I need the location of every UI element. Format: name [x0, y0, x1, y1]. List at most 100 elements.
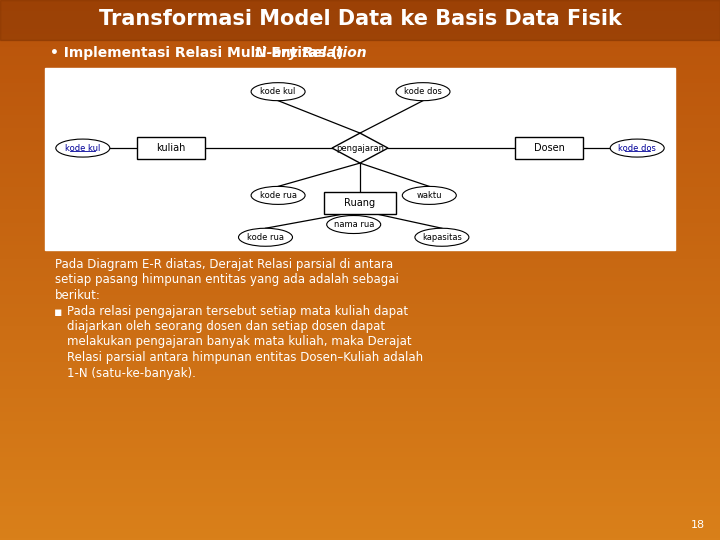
Bar [0, 354, 720, 360]
Text: kode kul: kode kul [261, 87, 296, 96]
Bar [0, 35, 720, 40]
Bar [0, 282, 720, 288]
Bar [0, 359, 720, 364]
Bar [0, 44, 720, 50]
Bar [0, 71, 720, 77]
Bar [0, 224, 720, 230]
Bar [0, 440, 720, 445]
Ellipse shape [415, 228, 469, 246]
Bar [0, 255, 720, 261]
Bar [0, 147, 720, 153]
Bar [0, 319, 720, 324]
Text: setiap pasang himpunan entitas yang ada adalah sebagai: setiap pasang himpunan entitas yang ada … [55, 273, 399, 287]
Ellipse shape [251, 186, 305, 205]
Bar [0, 296, 720, 301]
Bar [0, 368, 720, 374]
Bar [0, 152, 720, 158]
Bar [0, 454, 720, 459]
Text: 1-N (satu-ke-banyak).: 1-N (satu-ke-banyak). [67, 367, 196, 380]
Bar [0, 278, 720, 284]
Text: kode rua: kode rua [247, 233, 284, 242]
Bar [0, 287, 720, 293]
Text: ): ) [337, 46, 343, 60]
Bar [0, 197, 720, 202]
Bar [0, 300, 720, 306]
Bar [0, 400, 720, 405]
Bar [0, 260, 720, 266]
Bar [0, 84, 720, 90]
Bar [0, 512, 720, 517]
Bar [0, 265, 720, 270]
Bar [0, 116, 720, 122]
Bar [0, 404, 720, 409]
Bar [0, 530, 720, 536]
Bar [0, 444, 720, 450]
Text: diajarkan oleh seorang dosen dan setiap dosen dapat: diajarkan oleh seorang dosen dan setiap … [67, 320, 385, 333]
Text: kode dos: kode dos [618, 144, 656, 153]
Bar [0, 0, 720, 4]
Text: kapasitas: kapasitas [422, 233, 462, 242]
Bar [0, 107, 720, 112]
Text: kuliah: kuliah [156, 143, 186, 153]
Bar [0, 93, 720, 99]
Bar [0, 179, 720, 185]
Bar [0, 427, 720, 432]
Bar [0, 161, 720, 166]
Text: N-ary Relation: N-ary Relation [256, 46, 367, 60]
Bar [0, 49, 720, 54]
Bar [0, 381, 720, 387]
Bar [0, 341, 720, 347]
Text: • Implementasi Relasi Multi Entitas (: • Implementasi Relasi Multi Entitas ( [50, 46, 338, 60]
Text: waktu: waktu [417, 191, 442, 200]
Bar [0, 201, 720, 207]
Bar [0, 363, 720, 369]
Bar [0, 134, 720, 139]
Bar [0, 188, 720, 193]
Bar [0, 503, 720, 509]
Bar [0, 12, 720, 18]
Bar [0, 273, 720, 279]
Bar [0, 233, 720, 239]
Bar [0, 26, 720, 31]
Text: Ruang: Ruang [344, 198, 376, 208]
Ellipse shape [402, 186, 456, 205]
Bar [0, 206, 720, 212]
Bar [0, 165, 720, 171]
Bar [0, 125, 720, 131]
Text: berikut:: berikut: [55, 289, 101, 302]
Bar [0, 269, 720, 274]
Bar [0, 157, 720, 162]
Text: kode dos: kode dos [404, 87, 442, 96]
Bar [0, 377, 720, 382]
Bar [0, 395, 720, 401]
Bar [0, 103, 720, 108]
Bar [0, 22, 720, 27]
Bar [0, 314, 720, 320]
Text: kode rua: kode rua [260, 191, 297, 200]
Bar [0, 138, 720, 144]
Bar [0, 521, 720, 526]
Bar [0, 184, 720, 189]
Bar [0, 80, 720, 85]
Bar [0, 413, 720, 418]
Bar [137, 137, 205, 159]
Bar [0, 467, 720, 472]
Text: nama rua: nama rua [333, 220, 374, 229]
Text: melakukan pengajaran banyak mata kuliah, maka Derajat: melakukan pengajaran banyak mata kuliah,… [67, 335, 412, 348]
Bar [0, 228, 720, 234]
Bar [0, 89, 720, 94]
Bar [0, 350, 720, 355]
Bar [0, 327, 720, 333]
Bar [0, 211, 720, 216]
Bar [0, 346, 720, 351]
Bar [0, 8, 720, 14]
Bar [0, 386, 720, 391]
Bar [0, 219, 720, 225]
Bar [0, 251, 720, 256]
Bar [0, 336, 720, 342]
Bar [0, 516, 720, 522]
Bar [0, 120, 720, 126]
Bar [0, 57, 720, 63]
Bar [0, 53, 720, 58]
Ellipse shape [238, 228, 292, 246]
